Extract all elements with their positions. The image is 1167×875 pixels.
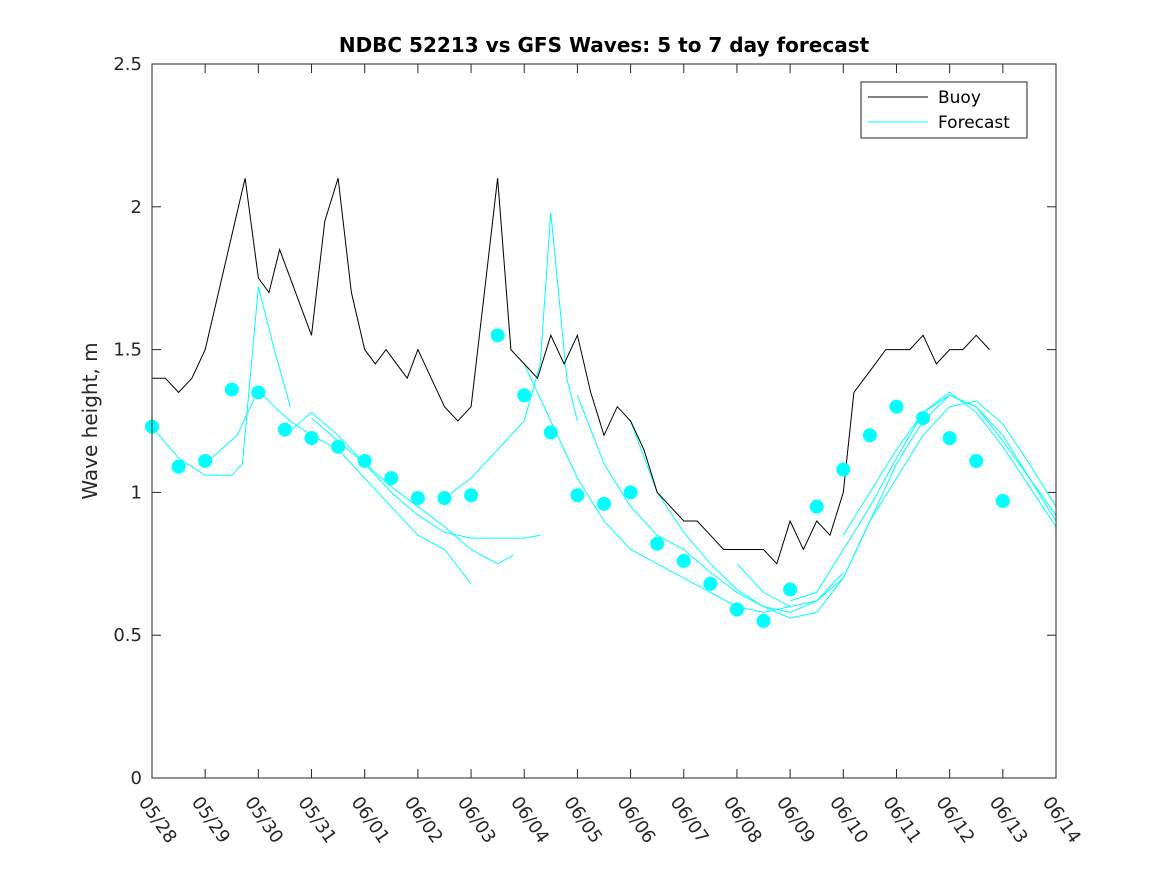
forecast-marker	[995, 493, 1010, 508]
forecast-marker	[729, 602, 744, 617]
forecast-marker	[543, 425, 558, 440]
y-tick-label: 1.5	[113, 340, 142, 361]
forecast-marker	[517, 388, 532, 403]
forecast-run-line	[151, 286, 291, 476]
forecast-marker	[969, 453, 984, 468]
forecast-marker	[224, 382, 239, 397]
forecast-marker	[650, 536, 665, 551]
forecast-run-line	[444, 212, 578, 499]
y-tick-label: 0.5	[113, 625, 142, 646]
y-tick-label: 2.5	[113, 54, 142, 75]
forecast-marker	[171, 459, 186, 474]
forecast-marker	[623, 485, 638, 500]
forecast-marker	[597, 496, 611, 511]
forecast-run-line	[311, 417, 541, 539]
forecast-marker	[277, 422, 292, 437]
y-tick-label: 2	[131, 197, 142, 218]
forecast-marker	[464, 488, 479, 503]
forecast-marker	[942, 431, 957, 446]
legend-box	[860, 81, 1028, 139]
forecast-marker	[384, 471, 399, 486]
forecast-run-line	[576, 395, 844, 613]
forecast-run-line	[523, 363, 791, 613]
forecast-marker	[836, 462, 851, 477]
forecast-marker	[889, 399, 904, 414]
forecast-marker	[490, 328, 505, 343]
forecast-marker	[783, 582, 798, 597]
forecast-marker	[251, 385, 266, 400]
forecast-marker	[916, 411, 931, 426]
forecast-run-line	[842, 394, 1057, 536]
forecast-marker	[676, 553, 691, 568]
chart-title: NDBC 52213 vs GFS Waves: 5 to 7 day fore…	[339, 33, 870, 57]
forecast-marker	[809, 499, 824, 514]
y-tick-label: 0	[131, 768, 142, 789]
forecast-marker	[198, 453, 213, 468]
plot-frame	[151, 63, 1057, 779]
forecast-marker	[570, 488, 585, 503]
forecast-marker	[756, 613, 771, 628]
forecast-run-line	[284, 411, 514, 565]
legend-forecast-label: Forecast	[938, 113, 1010, 133]
y-tick-label: 1	[131, 482, 142, 503]
forecast-marker	[410, 491, 425, 506]
legend: Buoy Forecast	[860, 81, 1028, 139]
forecast-marker	[437, 491, 452, 506]
forecast-run-line	[736, 394, 1057, 608]
forecast-marker	[357, 453, 372, 468]
forecast-marker	[703, 576, 718, 591]
legend-buoy-label: Buoy	[938, 88, 981, 108]
forecast-marker	[331, 439, 346, 454]
buoy-line	[152, 178, 990, 565]
forecast-marker	[862, 428, 877, 443]
forecast-marker	[304, 431, 319, 446]
y-axis-label: Wave height, m	[78, 342, 102, 499]
